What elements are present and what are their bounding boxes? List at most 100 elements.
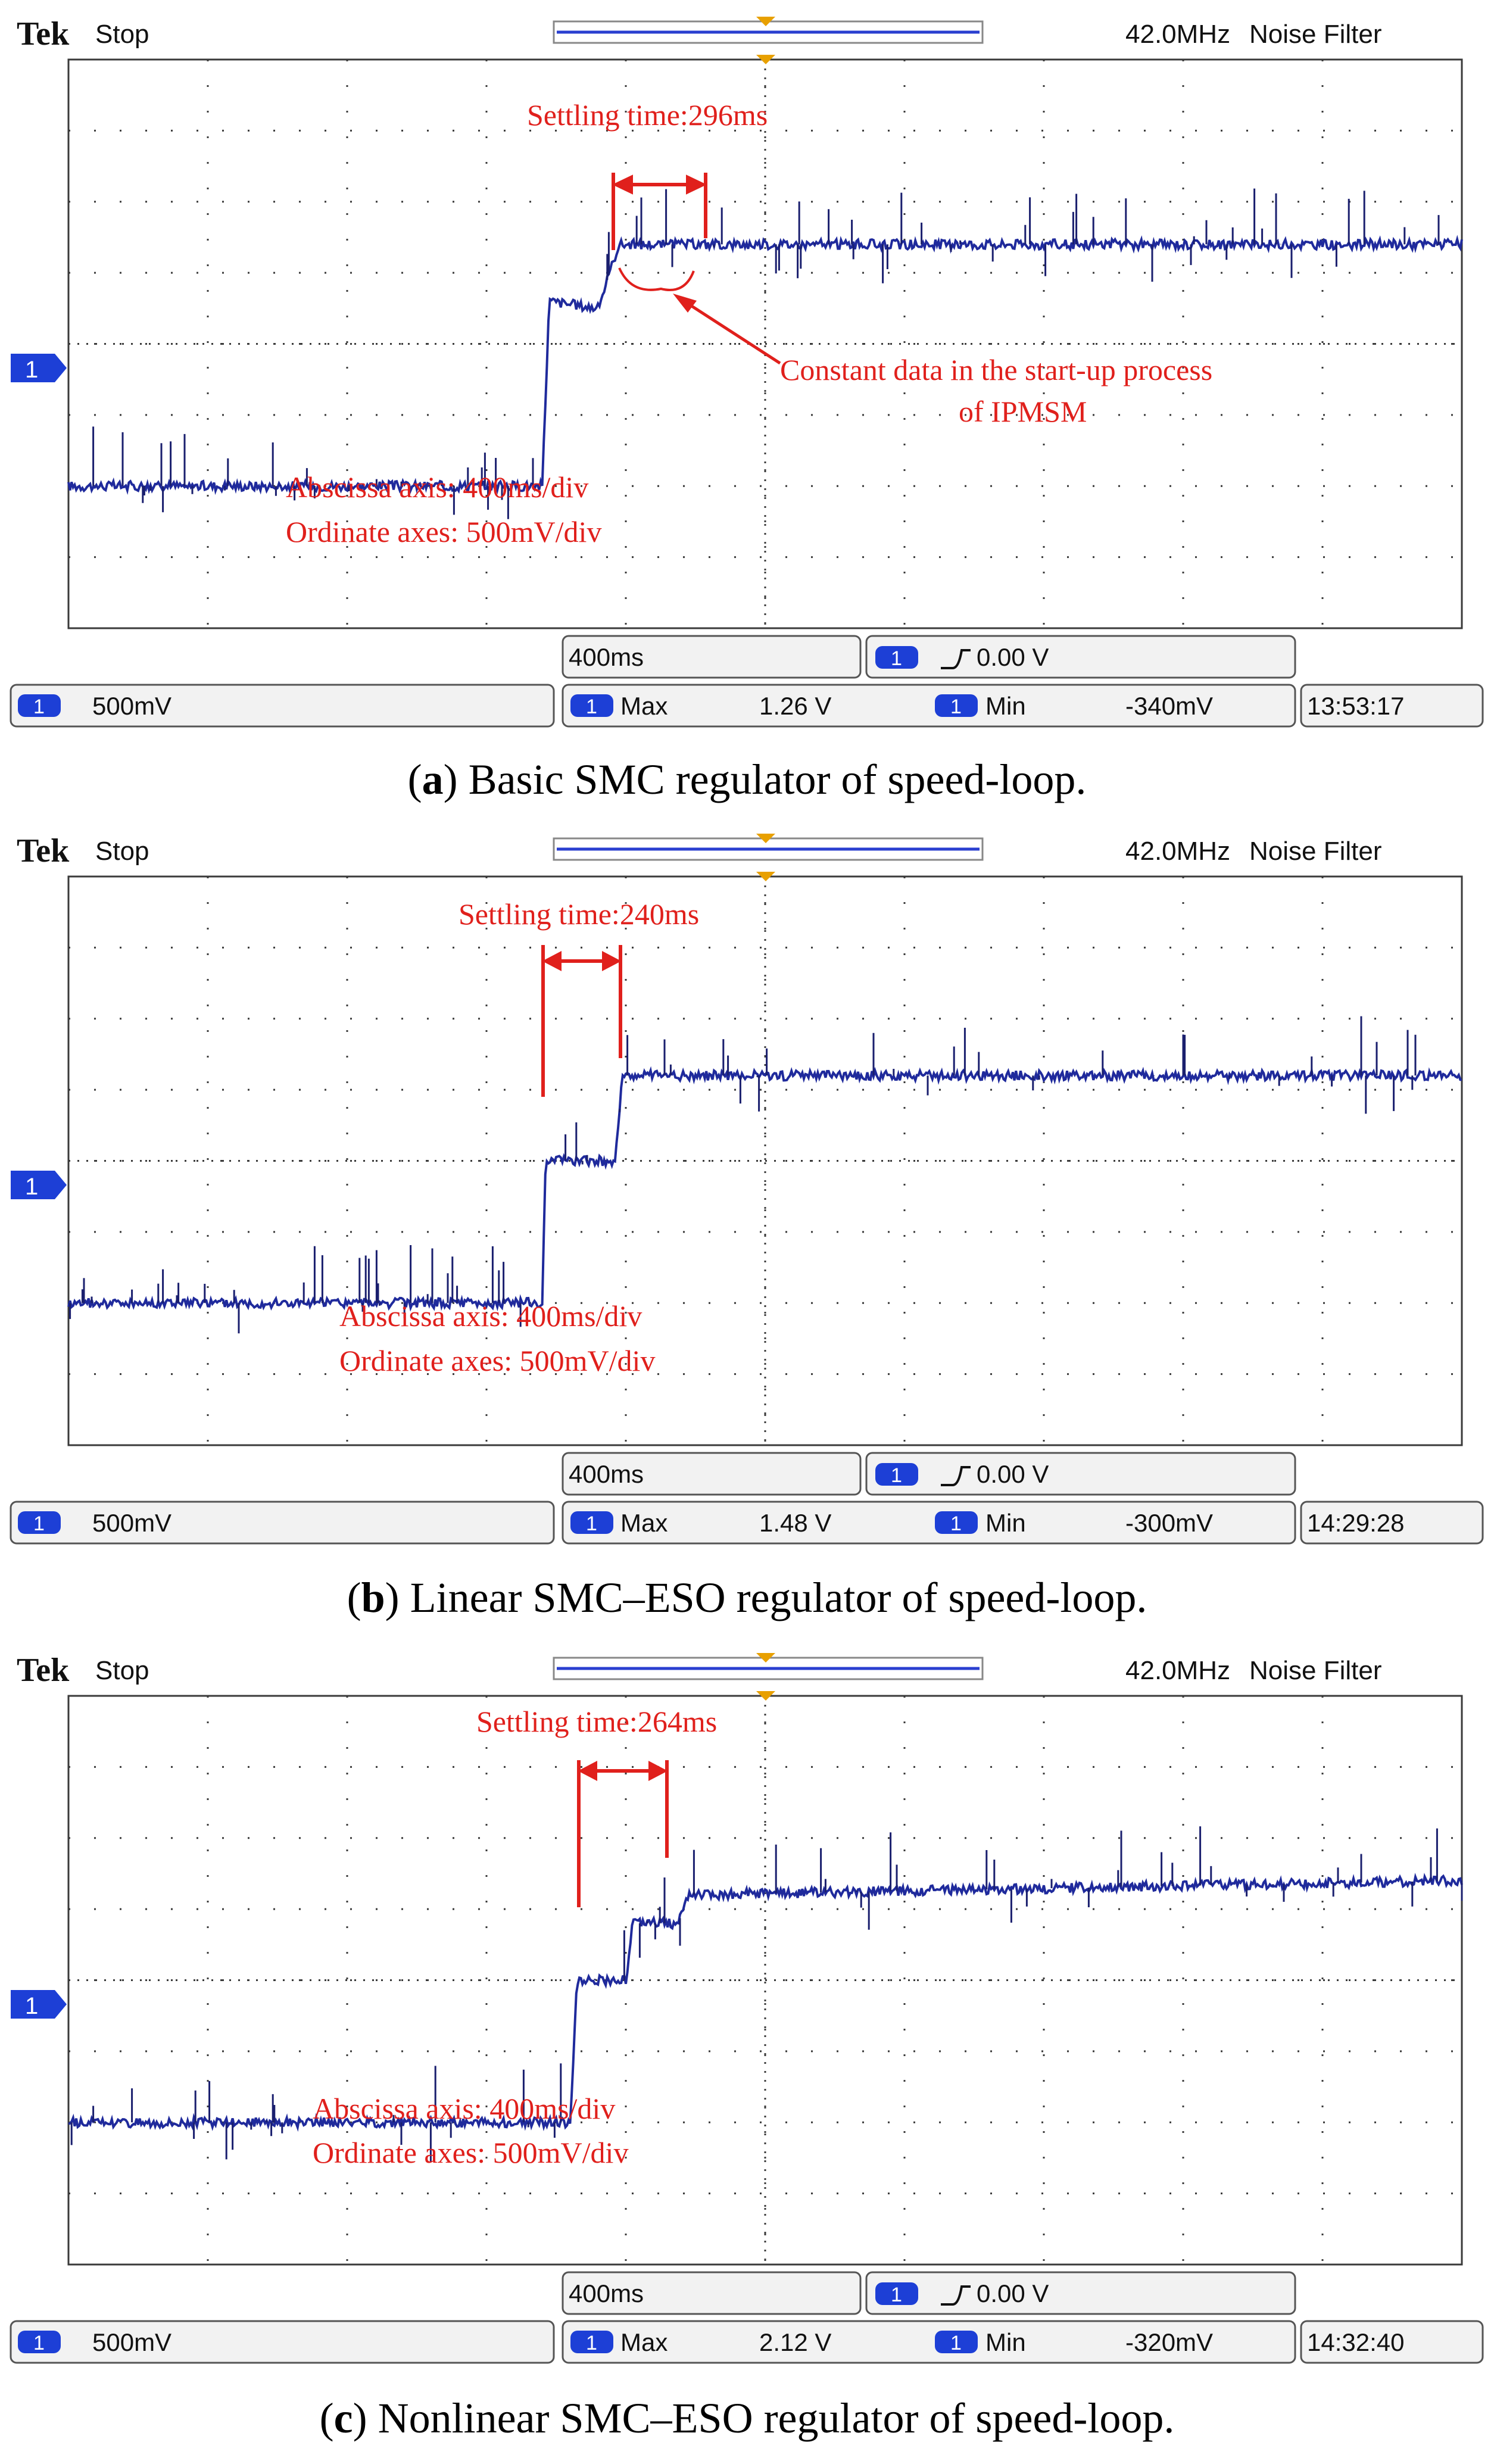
ordinate-note: Ordinate axes: 500mV/div xyxy=(339,1344,655,1377)
brand-label: Tek xyxy=(17,15,70,52)
svg-text:0.00 V: 0.00 V xyxy=(977,2279,1049,2307)
trigger-position-marker xyxy=(756,1653,775,1663)
svg-text:Min: Min xyxy=(985,1509,1026,1537)
oscilloscope-screen-a: Tek Stop 42.0MHz Noise Filter 1 Settling… xyxy=(10,15,1484,728)
trigger-position-marker xyxy=(756,17,775,26)
annotation-arrow xyxy=(678,296,781,365)
settling-bracket xyxy=(577,1760,669,1907)
svg-text:1: 1 xyxy=(891,1464,902,1487)
scale-box: 1 500mV xyxy=(10,2320,555,2364)
svg-text:1: 1 xyxy=(33,2332,45,2354)
frequency-label: 42.0MHz xyxy=(1125,20,1230,49)
constant-data-note: Constant data in the start-up process xyxy=(780,353,1212,386)
svg-text:1: 1 xyxy=(586,1512,597,1535)
oscilloscope-screen-c: Tek Stop 42.0MHz Noise Filter 1 Settling… xyxy=(10,1652,1484,2364)
measure-box: 1 Max 2.12 V 1 Min -320mV xyxy=(562,2320,1296,2364)
svg-text:2.12 V: 2.12 V xyxy=(759,2328,831,2356)
trigger-top-marker xyxy=(756,55,775,64)
svg-text:14:32:40: 14:32:40 xyxy=(1307,2328,1405,2356)
settling-time-label: Settling time:264ms xyxy=(476,1705,717,1738)
svg-text:1: 1 xyxy=(891,2284,902,2306)
timebase-box: 400ms xyxy=(562,1452,862,1496)
scope-panel-b: Tek Stop 42.0MHz Noise Filter 1 Settling… xyxy=(0,817,1494,1633)
svg-text:13:53:17: 13:53:17 xyxy=(1307,692,1405,720)
clock-box: 14:32:40 xyxy=(1300,2320,1484,2364)
svg-text:500mV: 500mV xyxy=(92,692,171,720)
trigger-box: 1 0.00 V xyxy=(865,635,1296,679)
settling-bracket xyxy=(541,945,622,1097)
trigger-top-marker xyxy=(756,1691,775,1701)
signal-noise xyxy=(69,1016,1417,1334)
figure-caption-b: (b) Linear SMC–ESO regulator of speed-lo… xyxy=(347,1574,1147,1621)
svg-text:-320mV: -320mV xyxy=(1125,2328,1213,2356)
svg-text:Max: Max xyxy=(620,2328,668,2356)
trigger-box: 1 0.00 V xyxy=(865,2271,1296,2315)
svg-text:400ms: 400ms xyxy=(569,643,644,671)
svg-text:1.48 V: 1.48 V xyxy=(759,1509,831,1537)
trigger-top-marker xyxy=(756,872,775,881)
svg-text:0.00 V: 0.00 V xyxy=(977,1460,1049,1488)
filter-label: Noise Filter xyxy=(1249,20,1382,49)
channel-1-marker: 1 xyxy=(11,1171,67,1200)
status-label: Stop xyxy=(95,1656,149,1685)
trigger-box: 1 0.00 V xyxy=(865,1452,1296,1496)
svg-text:-300mV: -300mV xyxy=(1125,1509,1213,1537)
brand-label: Tek xyxy=(17,832,70,869)
abscissa-note: Abscissa axis: 400ms/div xyxy=(313,2092,615,2125)
scope-panel-a: Tek Stop 42.0MHz Noise Filter 1 Settling… xyxy=(0,0,1494,810)
svg-text:500mV: 500mV xyxy=(92,1509,171,1537)
svg-text:Min: Min xyxy=(985,692,1026,720)
svg-text:1: 1 xyxy=(33,695,45,718)
signal-trace xyxy=(67,1066,1462,1312)
filter-label: Noise Filter xyxy=(1249,837,1382,866)
channel-1-marker: 1 xyxy=(11,354,67,383)
svg-text:400ms: 400ms xyxy=(569,1460,644,1488)
svg-text:1: 1 xyxy=(33,1512,45,1535)
scope-panel-c: Tek Stop 42.0MHz Noise Filter 1 Settling… xyxy=(0,1636,1494,2464)
svg-text:-340mV: -340mV xyxy=(1125,692,1213,720)
signal-trace xyxy=(67,235,1463,495)
timebase-box: 400ms xyxy=(562,635,862,679)
timebase-box: 400ms xyxy=(562,2271,862,2315)
svg-text:1: 1 xyxy=(586,2332,597,2354)
svg-text:Min: Min xyxy=(985,2328,1026,2356)
filter-label: Noise Filter xyxy=(1249,1656,1382,1685)
constant-data-brace xyxy=(618,267,695,291)
figure-caption-a: (a) Basic SMC regulator of speed-loop. xyxy=(407,756,1087,803)
clock-box: 14:29:28 xyxy=(1300,1501,1484,1545)
trigger-edge-icon xyxy=(941,649,971,669)
frequency-label: 42.0MHz xyxy=(1125,837,1230,866)
svg-text:1: 1 xyxy=(25,357,38,383)
svg-text:1: 1 xyxy=(950,695,962,718)
svg-text:Max: Max xyxy=(620,692,668,720)
grid-a xyxy=(67,58,1463,629)
svg-text:1: 1 xyxy=(586,695,597,718)
grid-c xyxy=(67,1695,1463,2266)
trigger-edge-icon xyxy=(941,1466,971,1486)
ordinate-note: Ordinate axes: 500mV/div xyxy=(286,515,601,548)
settling-time-label: Settling time:240ms xyxy=(459,897,699,931)
scale-box: 1 500mV xyxy=(10,684,555,728)
svg-text:1.26 V: 1.26 V xyxy=(759,692,831,720)
oscilloscope-screen-b: Tek Stop 42.0MHz Noise Filter 1 Settling… xyxy=(10,832,1484,1545)
trigger-position-marker xyxy=(756,834,775,843)
settling-bracket xyxy=(612,173,707,250)
svg-text:0.00 V: 0.00 V xyxy=(977,643,1049,671)
signal-noise xyxy=(92,188,1440,519)
svg-text:1: 1 xyxy=(950,2332,962,2354)
measure-box: 1 Max 1.26 V 1 Min -340mV xyxy=(562,684,1296,728)
abscissa-note: Abscissa axis: 400ms/div xyxy=(286,470,588,504)
scale-box: 1 500mV xyxy=(10,1501,555,1545)
signal-trace xyxy=(68,1873,1463,2132)
ordinate-note: Ordinate axes: 500mV/div xyxy=(313,2136,628,2169)
channel-1-marker: 1 xyxy=(11,1990,67,2019)
frequency-label: 42.0MHz xyxy=(1125,1656,1230,1685)
measure-box: 1 Max 1.48 V 1 Min -300mV xyxy=(562,1501,1296,1545)
trigger-edge-icon xyxy=(941,2285,971,2306)
clock-box: 13:53:17 xyxy=(1300,684,1484,728)
settling-time-label: Settling time:296ms xyxy=(527,98,768,132)
svg-text:14:29:28: 14:29:28 xyxy=(1307,1509,1405,1537)
grid-b xyxy=(67,875,1463,1446)
figure-caption-c: (c) Nonlinear SMC–ESO regulator of speed… xyxy=(319,2394,1175,2442)
annotation-arrowhead xyxy=(673,294,697,313)
